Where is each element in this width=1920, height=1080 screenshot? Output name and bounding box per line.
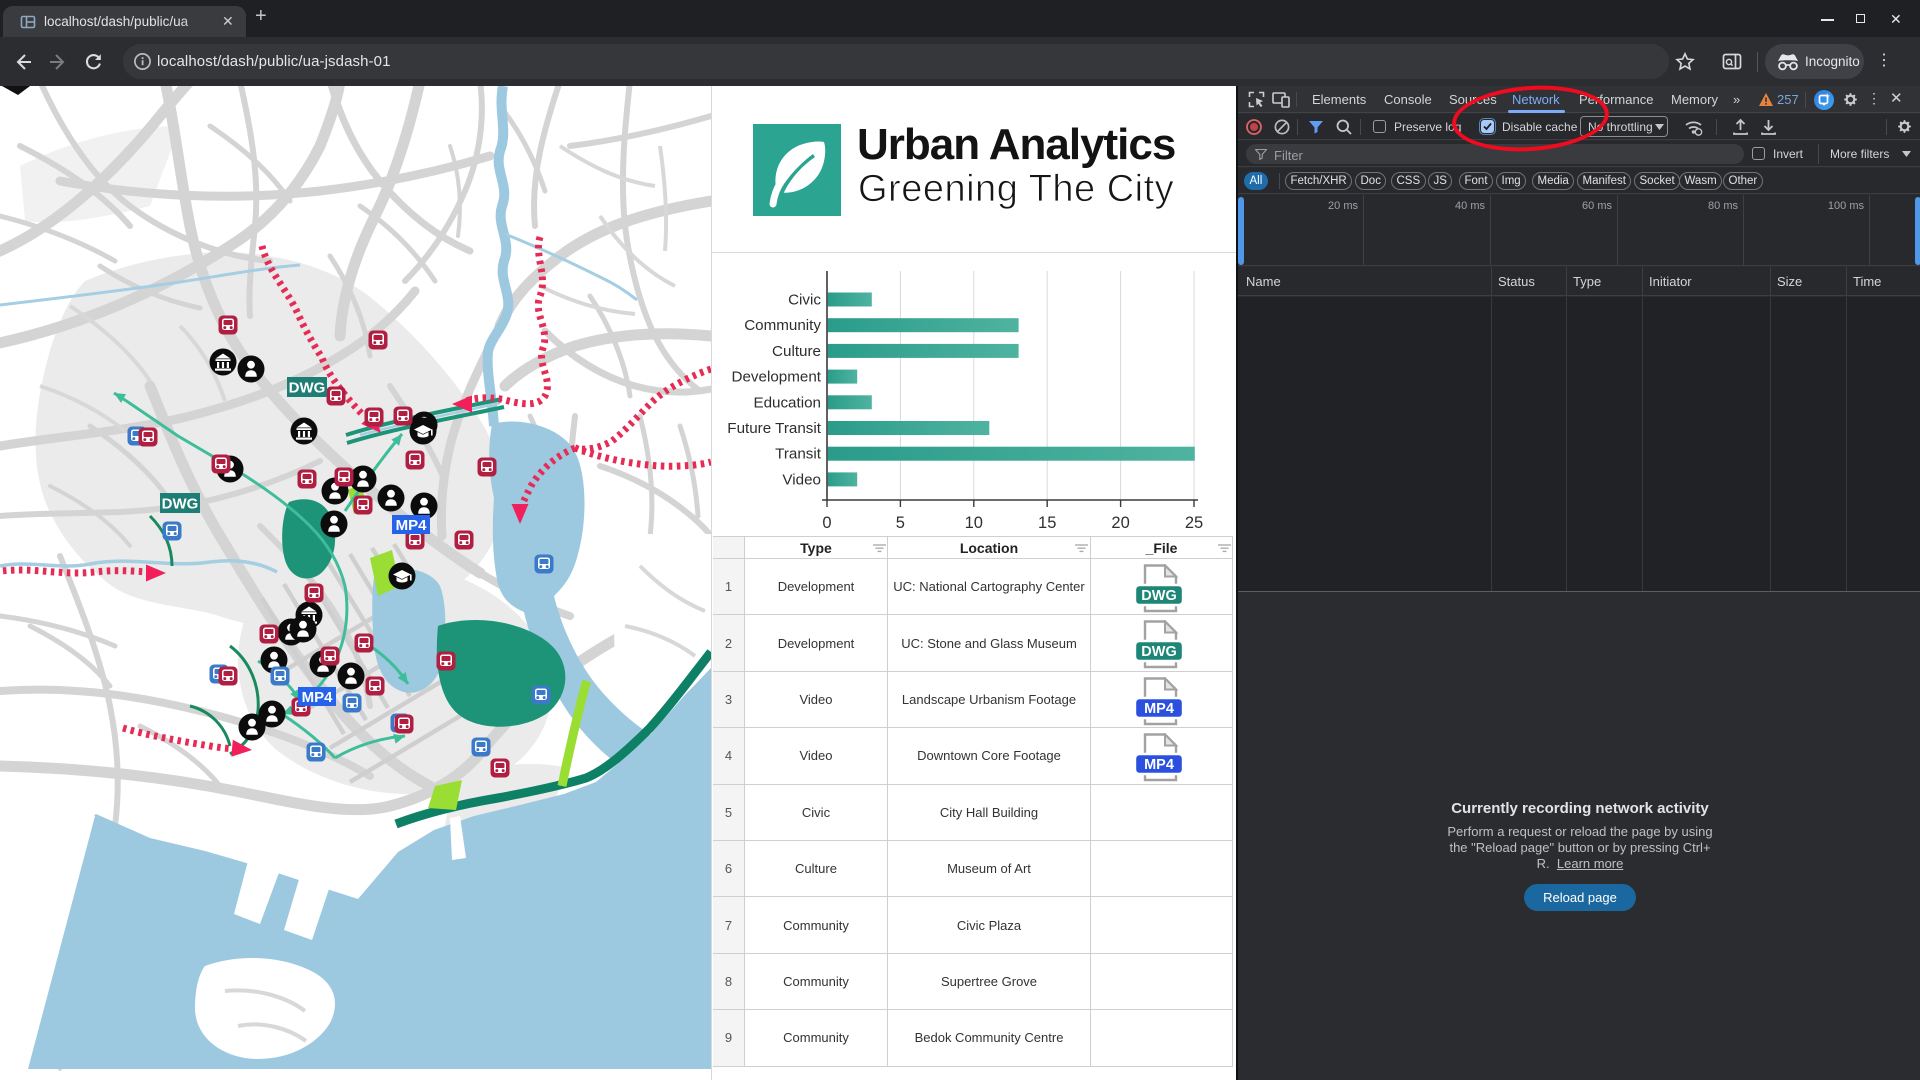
svg-text:10: 10: [965, 514, 983, 532]
svg-text:MP4: MP4: [302, 689, 334, 706]
svg-text:Education: Education: [753, 394, 821, 411]
svg-text:25: 25: [1185, 514, 1203, 532]
svg-text:Civic: Civic: [788, 292, 821, 309]
svg-text:DWG: DWG: [162, 496, 199, 513]
svg-text:15: 15: [1038, 514, 1056, 532]
svg-text:Transit: Transit: [775, 446, 822, 463]
svg-text:MP4: MP4: [1144, 701, 1174, 717]
svg-text:Culture: Culture: [772, 343, 821, 360]
svg-text:DWG: DWG: [289, 380, 326, 397]
svg-text:Development: Development: [732, 369, 822, 386]
svg-text:MP4: MP4: [1144, 757, 1174, 773]
svg-text:Community: Community: [744, 317, 821, 334]
svg-text:5: 5: [896, 514, 905, 532]
svg-text:Video: Video: [782, 471, 821, 488]
svg-text:Future Transit: Future Transit: [727, 420, 821, 437]
svg-text:DWG: DWG: [1141, 588, 1176, 604]
svg-text:DWG: DWG: [1141, 644, 1176, 660]
svg-text:0: 0: [822, 514, 831, 532]
svg-text:MP4: MP4: [396, 517, 428, 534]
svg-text:20: 20: [1111, 514, 1129, 532]
